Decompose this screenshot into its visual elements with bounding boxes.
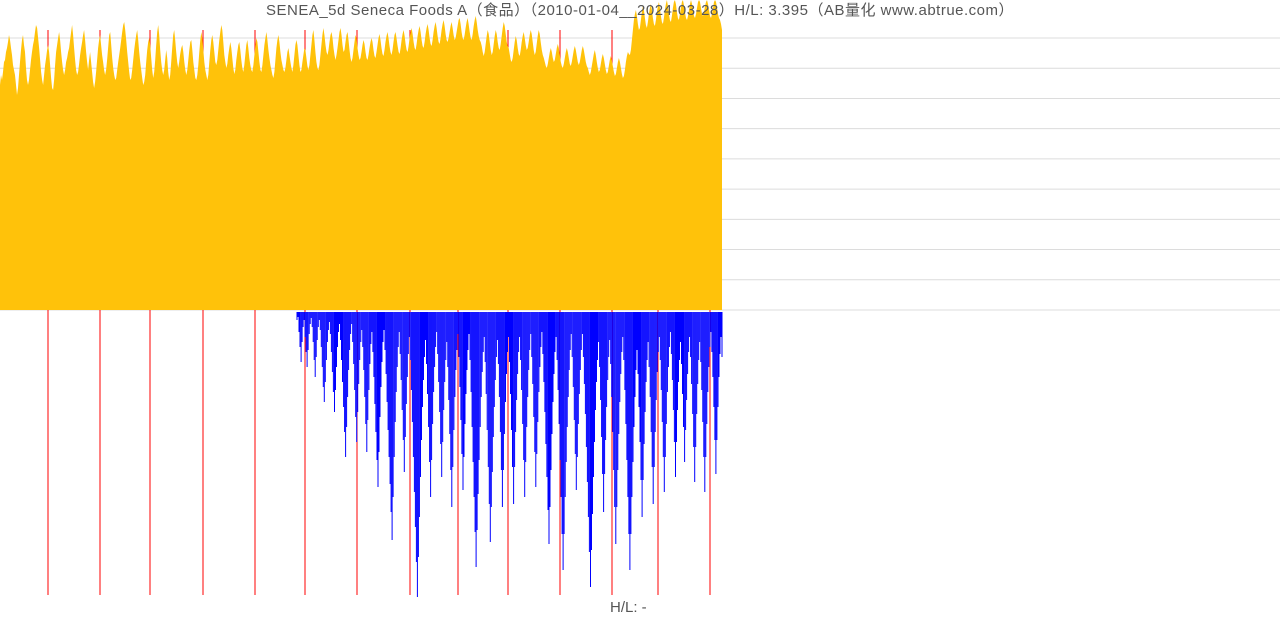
footer-label: H/L: - [610,599,647,616]
chart-title: SENEA_5d Seneca Foods A（食品）（2010-01-04__… [0,0,1280,22]
stock-chart [0,0,1280,620]
